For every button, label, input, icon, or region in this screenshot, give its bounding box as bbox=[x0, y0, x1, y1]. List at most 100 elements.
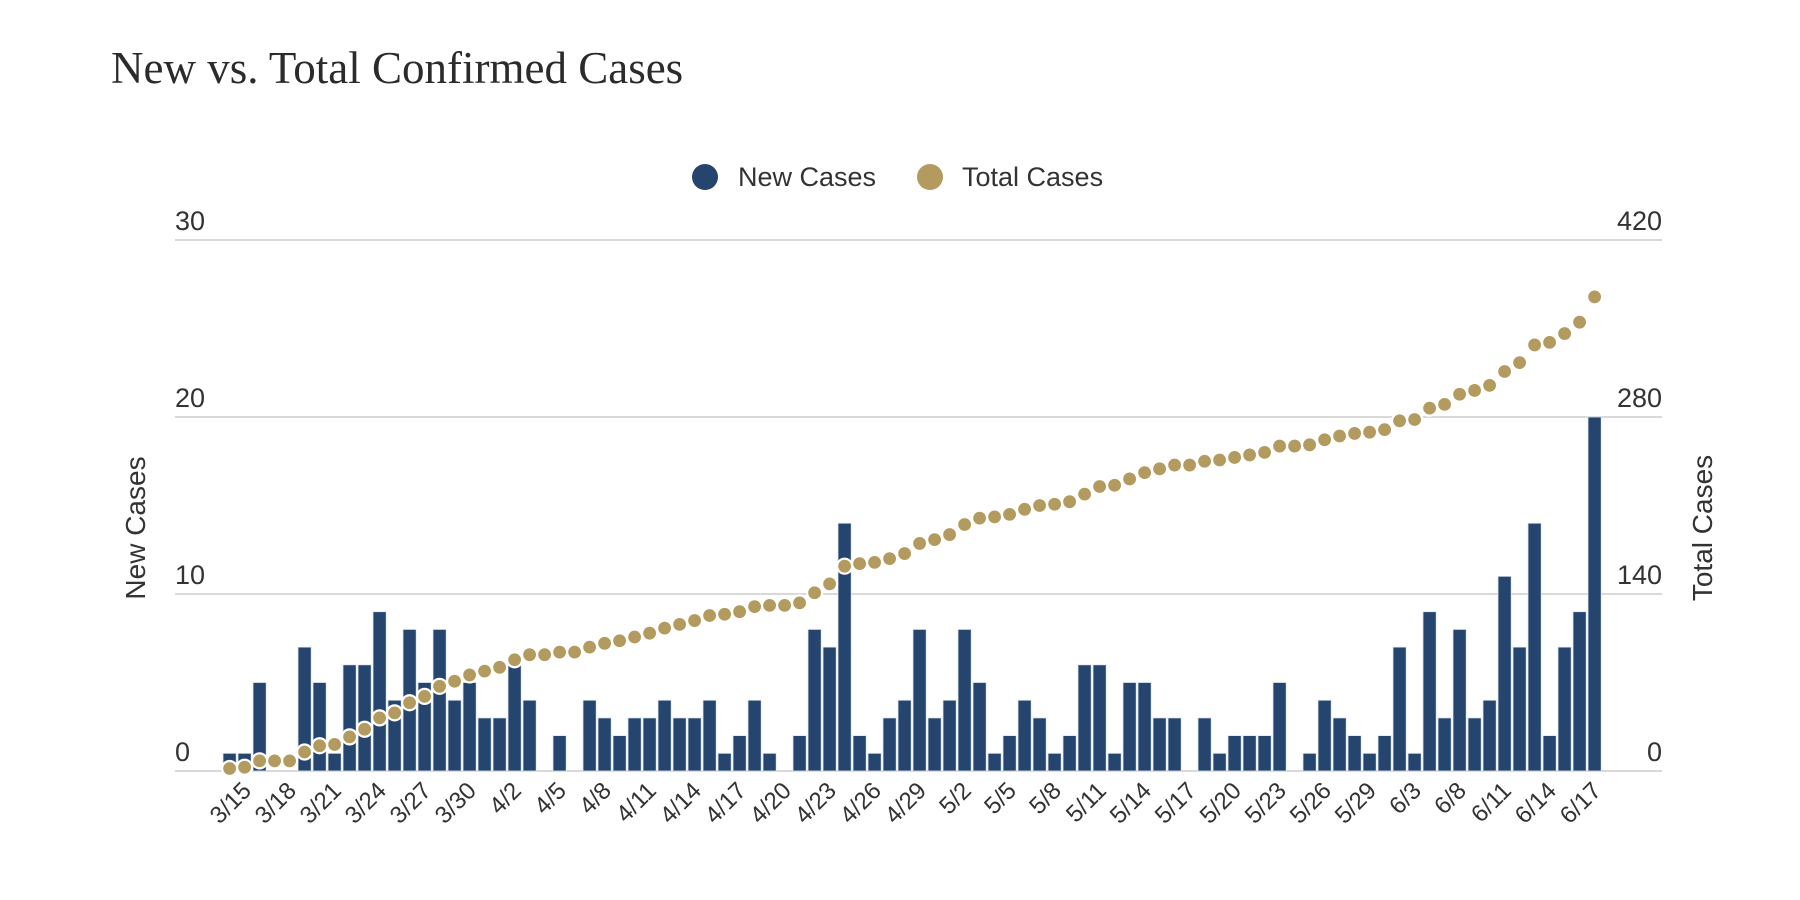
total-cases-dot[interactable] bbox=[1450, 385, 1469, 403]
total-cases-dot[interactable] bbox=[505, 651, 524, 669]
total-cases-dot[interactable] bbox=[655, 619, 674, 637]
total-cases-dot[interactable] bbox=[775, 596, 794, 614]
total-cases-dot[interactable] bbox=[1570, 313, 1589, 331]
new-cases-bar[interactable] bbox=[462, 682, 477, 772]
new-cases-bar[interactable] bbox=[582, 699, 597, 772]
total-cases-dot[interactable] bbox=[1090, 477, 1109, 496]
total-cases-dot[interactable] bbox=[520, 646, 539, 664]
new-cases-bar[interactable] bbox=[297, 646, 312, 772]
total-cases-dot[interactable] bbox=[895, 544, 914, 563]
new-cases-bar[interactable] bbox=[1392, 646, 1407, 772]
new-cases-bar[interactable] bbox=[1587, 416, 1602, 772]
total-cases-dot[interactable] bbox=[535, 646, 554, 664]
new-cases-bar[interactable] bbox=[867, 752, 882, 772]
total-cases-dot[interactable] bbox=[371, 709, 389, 727]
new-cases-bar[interactable] bbox=[1002, 735, 1017, 772]
total-cases-dot[interactable] bbox=[1255, 443, 1274, 461]
new-cases-bar[interactable] bbox=[1542, 735, 1557, 772]
new-cases-bar[interactable] bbox=[1407, 752, 1422, 772]
new-cases-bar[interactable] bbox=[1572, 611, 1587, 772]
new-cases-bar[interactable] bbox=[1437, 717, 1452, 772]
new-cases-bar[interactable] bbox=[957, 629, 972, 772]
new-cases-bar[interactable] bbox=[1377, 735, 1392, 772]
new-cases-bar[interactable] bbox=[642, 717, 657, 772]
total-cases-dot[interactable] bbox=[326, 735, 344, 754]
total-cases-dot[interactable] bbox=[356, 720, 374, 738]
new-cases-bar[interactable] bbox=[732, 735, 747, 772]
total-cases-dot[interactable] bbox=[955, 515, 974, 534]
new-cases-bar[interactable] bbox=[1497, 575, 1512, 772]
total-cases-dot[interactable] bbox=[1030, 496, 1049, 515]
total-cases-dot[interactable] bbox=[1015, 500, 1034, 518]
total-cases-dot[interactable] bbox=[386, 704, 404, 722]
total-cases-dot[interactable] bbox=[1375, 421, 1394, 439]
total-cases-dot[interactable] bbox=[1390, 412, 1409, 430]
total-cases-dot[interactable] bbox=[1150, 460, 1169, 478]
legend-item-total-cases[interactable]: Total Cases bbox=[917, 162, 1103, 192]
total-cases-dot[interactable] bbox=[850, 555, 869, 573]
new-cases-bar[interactable] bbox=[807, 629, 822, 772]
total-cases-dot[interactable] bbox=[880, 549, 899, 568]
new-cases-bar[interactable] bbox=[747, 699, 762, 772]
new-cases-bar[interactable] bbox=[912, 629, 927, 772]
new-cases-bar[interactable] bbox=[597, 717, 612, 772]
total-cases-dot[interactable] bbox=[1180, 456, 1199, 474]
new-cases-bar[interactable] bbox=[672, 717, 687, 772]
total-cases-dot[interactable] bbox=[1465, 381, 1484, 400]
total-cases-dot[interactable] bbox=[1210, 451, 1229, 469]
new-cases-bar[interactable] bbox=[1212, 752, 1227, 772]
new-cases-bar[interactable] bbox=[897, 699, 912, 772]
new-cases-bar[interactable] bbox=[372, 611, 387, 772]
total-cases-dot[interactable] bbox=[266, 752, 284, 770]
total-cases-dot[interactable] bbox=[670, 615, 689, 633]
total-cases-dot[interactable] bbox=[1405, 410, 1424, 429]
new-cases-bar[interactable] bbox=[837, 522, 852, 772]
total-cases-dot[interactable] bbox=[1135, 464, 1154, 482]
new-cases-bar[interactable] bbox=[882, 717, 897, 772]
new-cases-bar[interactable] bbox=[312, 682, 327, 772]
total-cases-dot[interactable] bbox=[910, 534, 929, 553]
new-cases-bar[interactable] bbox=[1467, 717, 1482, 772]
total-cases-dot[interactable] bbox=[296, 743, 314, 761]
total-cases-dot[interactable] bbox=[1225, 448, 1244, 467]
total-cases-dot[interactable] bbox=[565, 643, 584, 661]
total-cases-dot[interactable] bbox=[625, 628, 644, 646]
total-cases-dot[interactable] bbox=[1120, 470, 1139, 488]
new-cases-bar[interactable] bbox=[1242, 735, 1257, 772]
new-cases-bar[interactable] bbox=[1302, 752, 1317, 772]
new-cases-bar[interactable] bbox=[447, 699, 462, 772]
new-cases-bar[interactable] bbox=[1272, 682, 1287, 772]
total-cases-dot[interactable] bbox=[1345, 424, 1364, 443]
new-cases-bar[interactable] bbox=[1482, 699, 1497, 772]
new-cases-bar[interactable] bbox=[1077, 664, 1092, 772]
total-cases-dot[interactable] bbox=[1105, 476, 1124, 494]
total-cases-dot[interactable] bbox=[221, 759, 239, 778]
total-cases-dot[interactable] bbox=[311, 737, 329, 755]
new-cases-bar[interactable] bbox=[792, 735, 807, 772]
total-cases-dot[interactable] bbox=[835, 557, 854, 575]
total-cases-dot[interactable] bbox=[1315, 431, 1334, 449]
total-cases-dot[interactable] bbox=[1480, 376, 1499, 394]
total-cases-dot[interactable] bbox=[476, 662, 494, 680]
legend-item-new-cases[interactable]: New Cases bbox=[692, 162, 876, 192]
total-cases-dot[interactable] bbox=[790, 594, 809, 612]
total-cases-dot[interactable] bbox=[730, 603, 749, 621]
new-cases-bar[interactable] bbox=[1122, 682, 1137, 772]
total-cases-dot[interactable] bbox=[1240, 446, 1259, 464]
new-cases-bar[interactable] bbox=[522, 699, 537, 772]
total-cases-dot[interactable] bbox=[1060, 493, 1079, 511]
new-cases-bar[interactable] bbox=[1167, 717, 1182, 772]
total-cases-dot[interactable] bbox=[1525, 336, 1544, 354]
total-cases-dot[interactable] bbox=[341, 728, 359, 746]
new-cases-bar[interactable] bbox=[927, 717, 942, 772]
total-cases-dot[interactable] bbox=[940, 525, 959, 544]
new-cases-bar[interactable] bbox=[1137, 682, 1152, 772]
total-cases-dot[interactable] bbox=[281, 752, 299, 770]
new-cases-bar[interactable] bbox=[252, 682, 267, 772]
new-cases-bar[interactable] bbox=[1527, 522, 1542, 772]
new-cases-bar[interactable] bbox=[822, 646, 837, 772]
new-cases-bar[interactable] bbox=[1332, 717, 1347, 772]
new-cases-bar[interactable] bbox=[762, 752, 777, 772]
total-cases-dot[interactable] bbox=[1300, 436, 1319, 454]
new-cases-bar[interactable] bbox=[1317, 699, 1332, 772]
